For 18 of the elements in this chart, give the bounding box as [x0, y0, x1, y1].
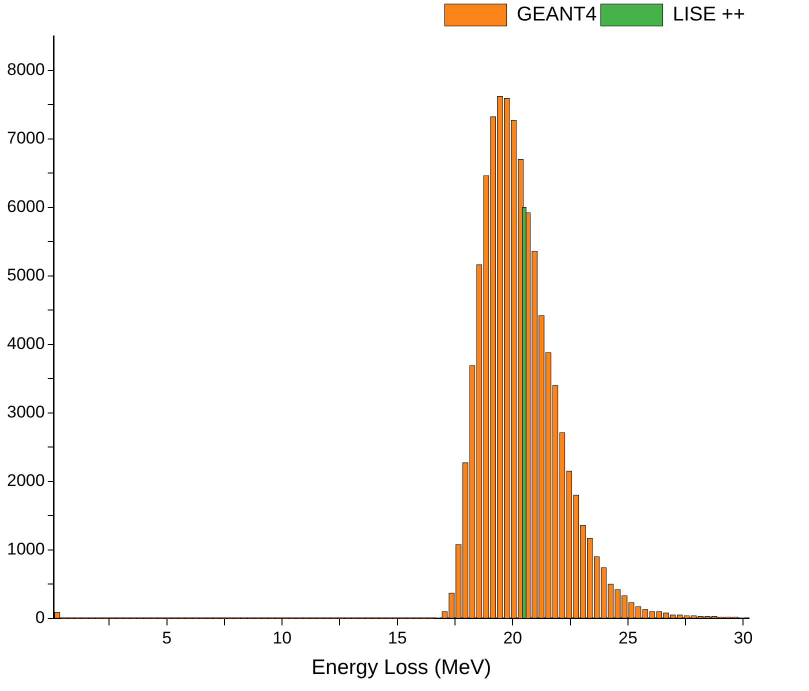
x-tick-label: 15	[388, 628, 407, 648]
x-tick-label: 10	[272, 628, 292, 648]
x-tick-label: 20	[503, 628, 522, 648]
y-tick-label: 1000	[6, 540, 45, 559]
x-tick-label: 30	[734, 628, 753, 648]
legend-label: GEANT4	[516, 4, 597, 26]
y-tick-label: 3000	[6, 402, 45, 422]
legend-label: LISE ++	[672, 4, 746, 26]
y-tick-label: 5000	[6, 266, 45, 284]
y-tick-label: 0	[35, 608, 45, 628]
y-tick-label: 4000	[6, 334, 45, 354]
x-tick-label: 25	[618, 628, 638, 648]
y-tick-label: 2000	[6, 471, 45, 490]
y-tick-label: 7000	[6, 128, 45, 148]
y-tick-label: 8000	[6, 60, 45, 79]
y-tick-label: 6000	[6, 196, 45, 216]
x-tick-label: 5	[162, 628, 172, 648]
x-axis-title: Energy Loss (MeV)	[312, 656, 492, 680]
